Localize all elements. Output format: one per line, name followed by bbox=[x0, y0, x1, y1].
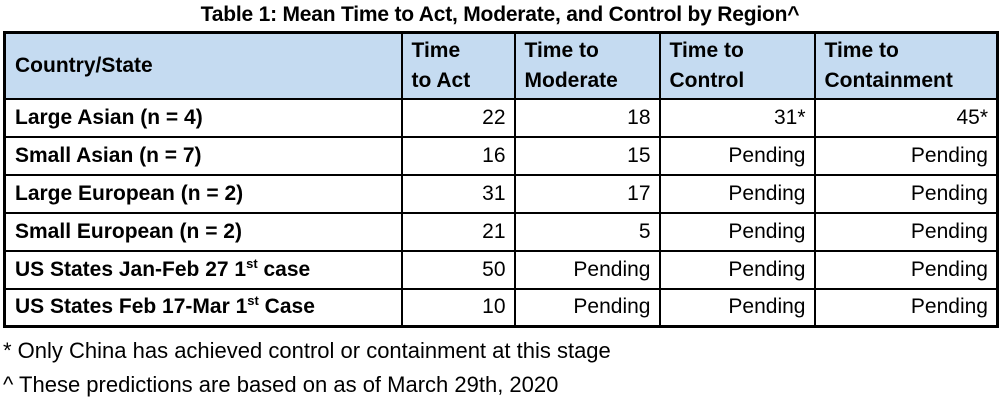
header-line: Containment bbox=[824, 68, 953, 92]
row-label-text: Small Asian (n = 7) bbox=[15, 143, 202, 167]
cell-time-to-containment: Pending bbox=[813, 287, 999, 328]
cell-time-to-control: Pending bbox=[658, 249, 816, 290]
row-label-text: Case bbox=[258, 295, 315, 319]
column-header-country-state: Country/State bbox=[3, 31, 403, 100]
cell-time-to-control: Pending bbox=[658, 173, 816, 214]
cell-time-to-moderate: 18 bbox=[513, 97, 661, 138]
table-row: Large Asian (n = 4) 22 18 31* 45* bbox=[3, 97, 999, 138]
cell-time-to-act: 21 bbox=[400, 211, 516, 252]
header-line: Country/State bbox=[15, 54, 153, 78]
footnote-caret: ^ These predictions are based on as of M… bbox=[3, 372, 559, 397]
row-label-superscript: st bbox=[247, 293, 259, 309]
row-label: Large Asian (n = 4) bbox=[3, 97, 403, 138]
column-header-time-to-containment: Time to Containment bbox=[813, 31, 999, 100]
table-row: US States Feb 17-Mar 1st Case 10 Pending… bbox=[3, 287, 999, 328]
column-header-time-to-act: Time to Act bbox=[400, 31, 516, 100]
cell-time-to-moderate: 17 bbox=[513, 173, 661, 214]
table-row: Small Asian (n = 7) 16 15 Pending Pendin… bbox=[3, 135, 999, 176]
cell-time-to-control: 31* bbox=[658, 97, 816, 138]
cell-time-to-moderate: 15 bbox=[513, 135, 661, 176]
cell-time-to-act: 50 bbox=[400, 249, 516, 290]
row-label: US States Feb 17-Mar 1st Case bbox=[3, 287, 403, 328]
row-label: US States Jan-Feb 27 1st case bbox=[3, 249, 403, 290]
header-line: Time to bbox=[524, 39, 599, 63]
cell-time-to-control: Pending bbox=[658, 211, 816, 252]
cell-time-to-act: 22 bbox=[400, 97, 516, 138]
table-title: Table 1: Mean Time to Act, Moderate, and… bbox=[200, 3, 800, 26]
footnote-asterisk: * Only China has achieved control or con… bbox=[3, 338, 611, 363]
row-label-text: Large Asian (n = 4) bbox=[15, 105, 203, 129]
mean-time-table: Country/State Time to Act Time to Modera… bbox=[3, 31, 999, 328]
cell-time-to-control: Pending bbox=[658, 287, 816, 328]
table-row: Large European (n = 2) 31 17 Pending Pen… bbox=[3, 173, 999, 214]
cell-time-to-act: 31 bbox=[400, 173, 516, 214]
row-label-superscript: st bbox=[246, 255, 258, 271]
table-row: Small European (n = 2) 21 5 Pending Pend… bbox=[3, 211, 999, 252]
header-line: Moderate bbox=[524, 68, 618, 92]
row-label: Small European (n = 2) bbox=[3, 211, 403, 252]
cell-time-to-act: 16 bbox=[400, 135, 516, 176]
row-label: Large European (n = 2) bbox=[3, 173, 403, 214]
cell-time-to-moderate: Pending bbox=[513, 287, 661, 328]
header-line: Control bbox=[669, 68, 745, 92]
cell-time-to-containment: Pending bbox=[813, 249, 999, 290]
cell-time-to-moderate: Pending bbox=[513, 249, 661, 290]
table-header-row: Country/State Time to Act Time to Modera… bbox=[3, 31, 999, 100]
column-header-time-to-moderate: Time to Moderate bbox=[513, 31, 661, 100]
footnotes: * Only China has achieved control or con… bbox=[3, 334, 1000, 402]
row-label-text: US States Jan-Feb 27 1 bbox=[15, 257, 247, 281]
cell-time-to-containment: Pending bbox=[813, 211, 999, 252]
cell-time-to-containment: Pending bbox=[813, 173, 999, 214]
row-label-text: US States Feb 17-Mar 1 bbox=[15, 295, 248, 319]
header-line: Time to bbox=[824, 39, 899, 63]
row-label: Small Asian (n = 7) bbox=[3, 135, 403, 176]
cell-time-to-control: Pending bbox=[658, 135, 816, 176]
row-label-text: Small European (n = 2) bbox=[15, 219, 242, 243]
table-row: US States Jan-Feb 27 1st case 50 Pending… bbox=[3, 249, 999, 290]
row-label-text: Large European (n = 2) bbox=[15, 181, 244, 205]
row-label-text: case bbox=[257, 257, 311, 281]
cell-time-to-containment: Pending bbox=[813, 135, 999, 176]
cell-time-to-act: 10 bbox=[400, 287, 516, 328]
header-line: to Act bbox=[411, 68, 471, 92]
cell-time-to-moderate: 5 bbox=[513, 211, 661, 252]
header-line: Time to bbox=[669, 39, 744, 63]
column-header-time-to-control: Time to Control bbox=[658, 31, 816, 100]
header-line: Time bbox=[411, 39, 461, 63]
cell-time-to-containment: 45* bbox=[813, 97, 999, 138]
